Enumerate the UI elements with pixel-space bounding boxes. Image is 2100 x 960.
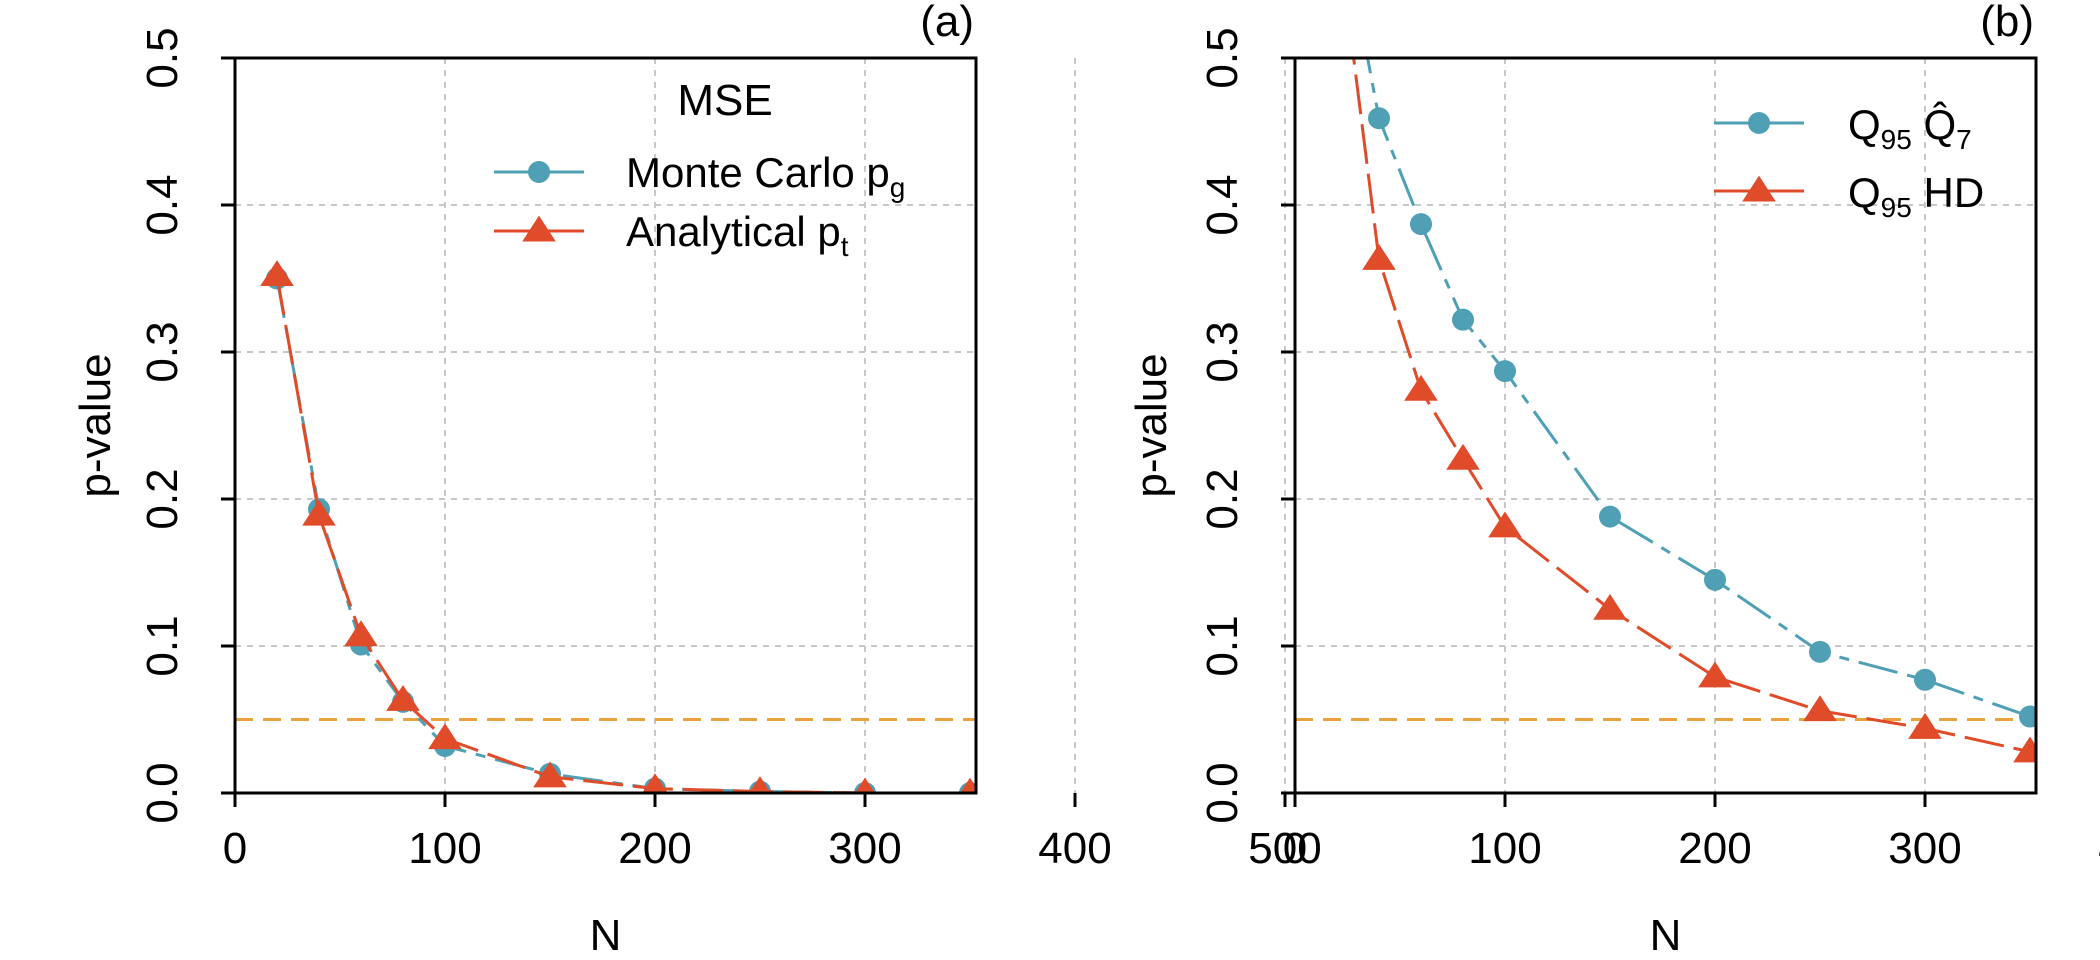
data-point-1: [1488, 511, 1522, 538]
x-axis-title: N: [590, 911, 622, 960]
legend: Q95 Q̂7 Q95 HD: [1714, 101, 1984, 223]
series-group: [1352, 58, 2036, 763]
legend-marker: [522, 215, 556, 242]
x-tick-label: 400: [1038, 824, 1111, 873]
y-tick-label: 0.5: [1198, 27, 1247, 88]
legend-title: MSE: [677, 76, 772, 125]
y-tick-label: 0.0: [138, 762, 187, 823]
data-point-0: [1809, 640, 1831, 663]
data-point-1: [749, 776, 771, 793]
data-point-1: [1803, 695, 1837, 722]
y-axis-title: p-value: [71, 353, 120, 497]
x-axis-title: N: [1650, 911, 1682, 960]
y-tick-label: 0.2: [138, 468, 187, 529]
data-point-1: [344, 620, 378, 647]
y-tick-label: 0.1: [138, 615, 187, 676]
legend-label: Q95 Q̂7: [1848, 101, 1972, 155]
data-point-0: [1914, 668, 1936, 691]
data-point-1: [302, 499, 336, 526]
x-tick-label: 100: [408, 824, 481, 873]
legend-marker: [1748, 112, 1770, 134]
legend-label: Analytical pt: [626, 208, 849, 262]
data-point-0: [1704, 568, 1726, 591]
data-point-1: [1698, 661, 1732, 688]
x-tick-label: 200: [618, 824, 691, 873]
x-tick-label: 0: [1283, 824, 1307, 873]
x-tick-label: 500: [1248, 824, 1321, 873]
data-point-1: [960, 777, 976, 793]
x-tick-label: 100: [1468, 824, 1541, 873]
y-tick-label: 0.5: [138, 27, 187, 88]
data-point-0: [1452, 308, 1474, 331]
y-tick-label: 0.4: [138, 174, 187, 235]
x-tick-label: 200: [1678, 824, 1751, 873]
y-tick-label: 0.3: [138, 321, 187, 382]
y-tick-label: 0.0: [1198, 762, 1247, 823]
data-point-0: [1368, 107, 1390, 130]
panel-label: (a): [920, 0, 974, 46]
y-tick-label: 0.3: [1198, 321, 1247, 382]
series-line-1: [275, 275, 976, 793]
data-point-0: [1169, 782, 1191, 804]
x-tick-label: 400: [2098, 824, 2100, 873]
data-point-1: [260, 260, 294, 287]
y-tick-label: 0.1: [1198, 615, 1247, 676]
plot-frame: [233, 56, 978, 795]
x-tick-label: 0: [223, 824, 247, 873]
legend-marker: [1742, 175, 1776, 202]
data-point-0: [1494, 360, 1516, 383]
series-line-1: [1352, 58, 2036, 754]
data-point-1: [386, 684, 420, 711]
series-group: [260, 260, 1197, 804]
y-tick-label: 0.4: [1198, 174, 1247, 235]
y-axis-title: p-value: [1127, 353, 1176, 497]
data-point-0: [1599, 505, 1621, 528]
legend-label: Q95 HD: [1848, 169, 1984, 223]
legend-label: Monte Carlo pg: [626, 149, 905, 203]
data-point-1: [1593, 593, 1627, 620]
plot-frame: [1293, 56, 2038, 795]
data-point-1: [1163, 778, 1197, 804]
data-point-1: [428, 723, 462, 750]
data-point-1: [642, 773, 668, 793]
data-point-1: [1446, 443, 1480, 470]
data-point-1: [533, 761, 567, 788]
x-tick-label: 300: [1888, 824, 1961, 873]
x-tick-label: 300: [828, 824, 901, 873]
series-line-0: [1366, 58, 2036, 720]
data-point-1: [1362, 243, 1396, 270]
legend-marker: [528, 161, 550, 183]
data-point-0: [1410, 213, 1432, 236]
data-point-0: [2019, 705, 2036, 728]
y-tick-label: 0.2: [1198, 468, 1247, 529]
data-point-1: [1404, 374, 1438, 401]
panel-label: (b): [1980, 0, 2034, 46]
data-point-1: [855, 777, 875, 793]
data-point-1: [2013, 736, 2036, 763]
data-point-1: [1908, 712, 1942, 739]
panel-a: 0 100 200 300 400 5000.00.10.20.30.40.5Np-val…: [71, 0, 1322, 960]
